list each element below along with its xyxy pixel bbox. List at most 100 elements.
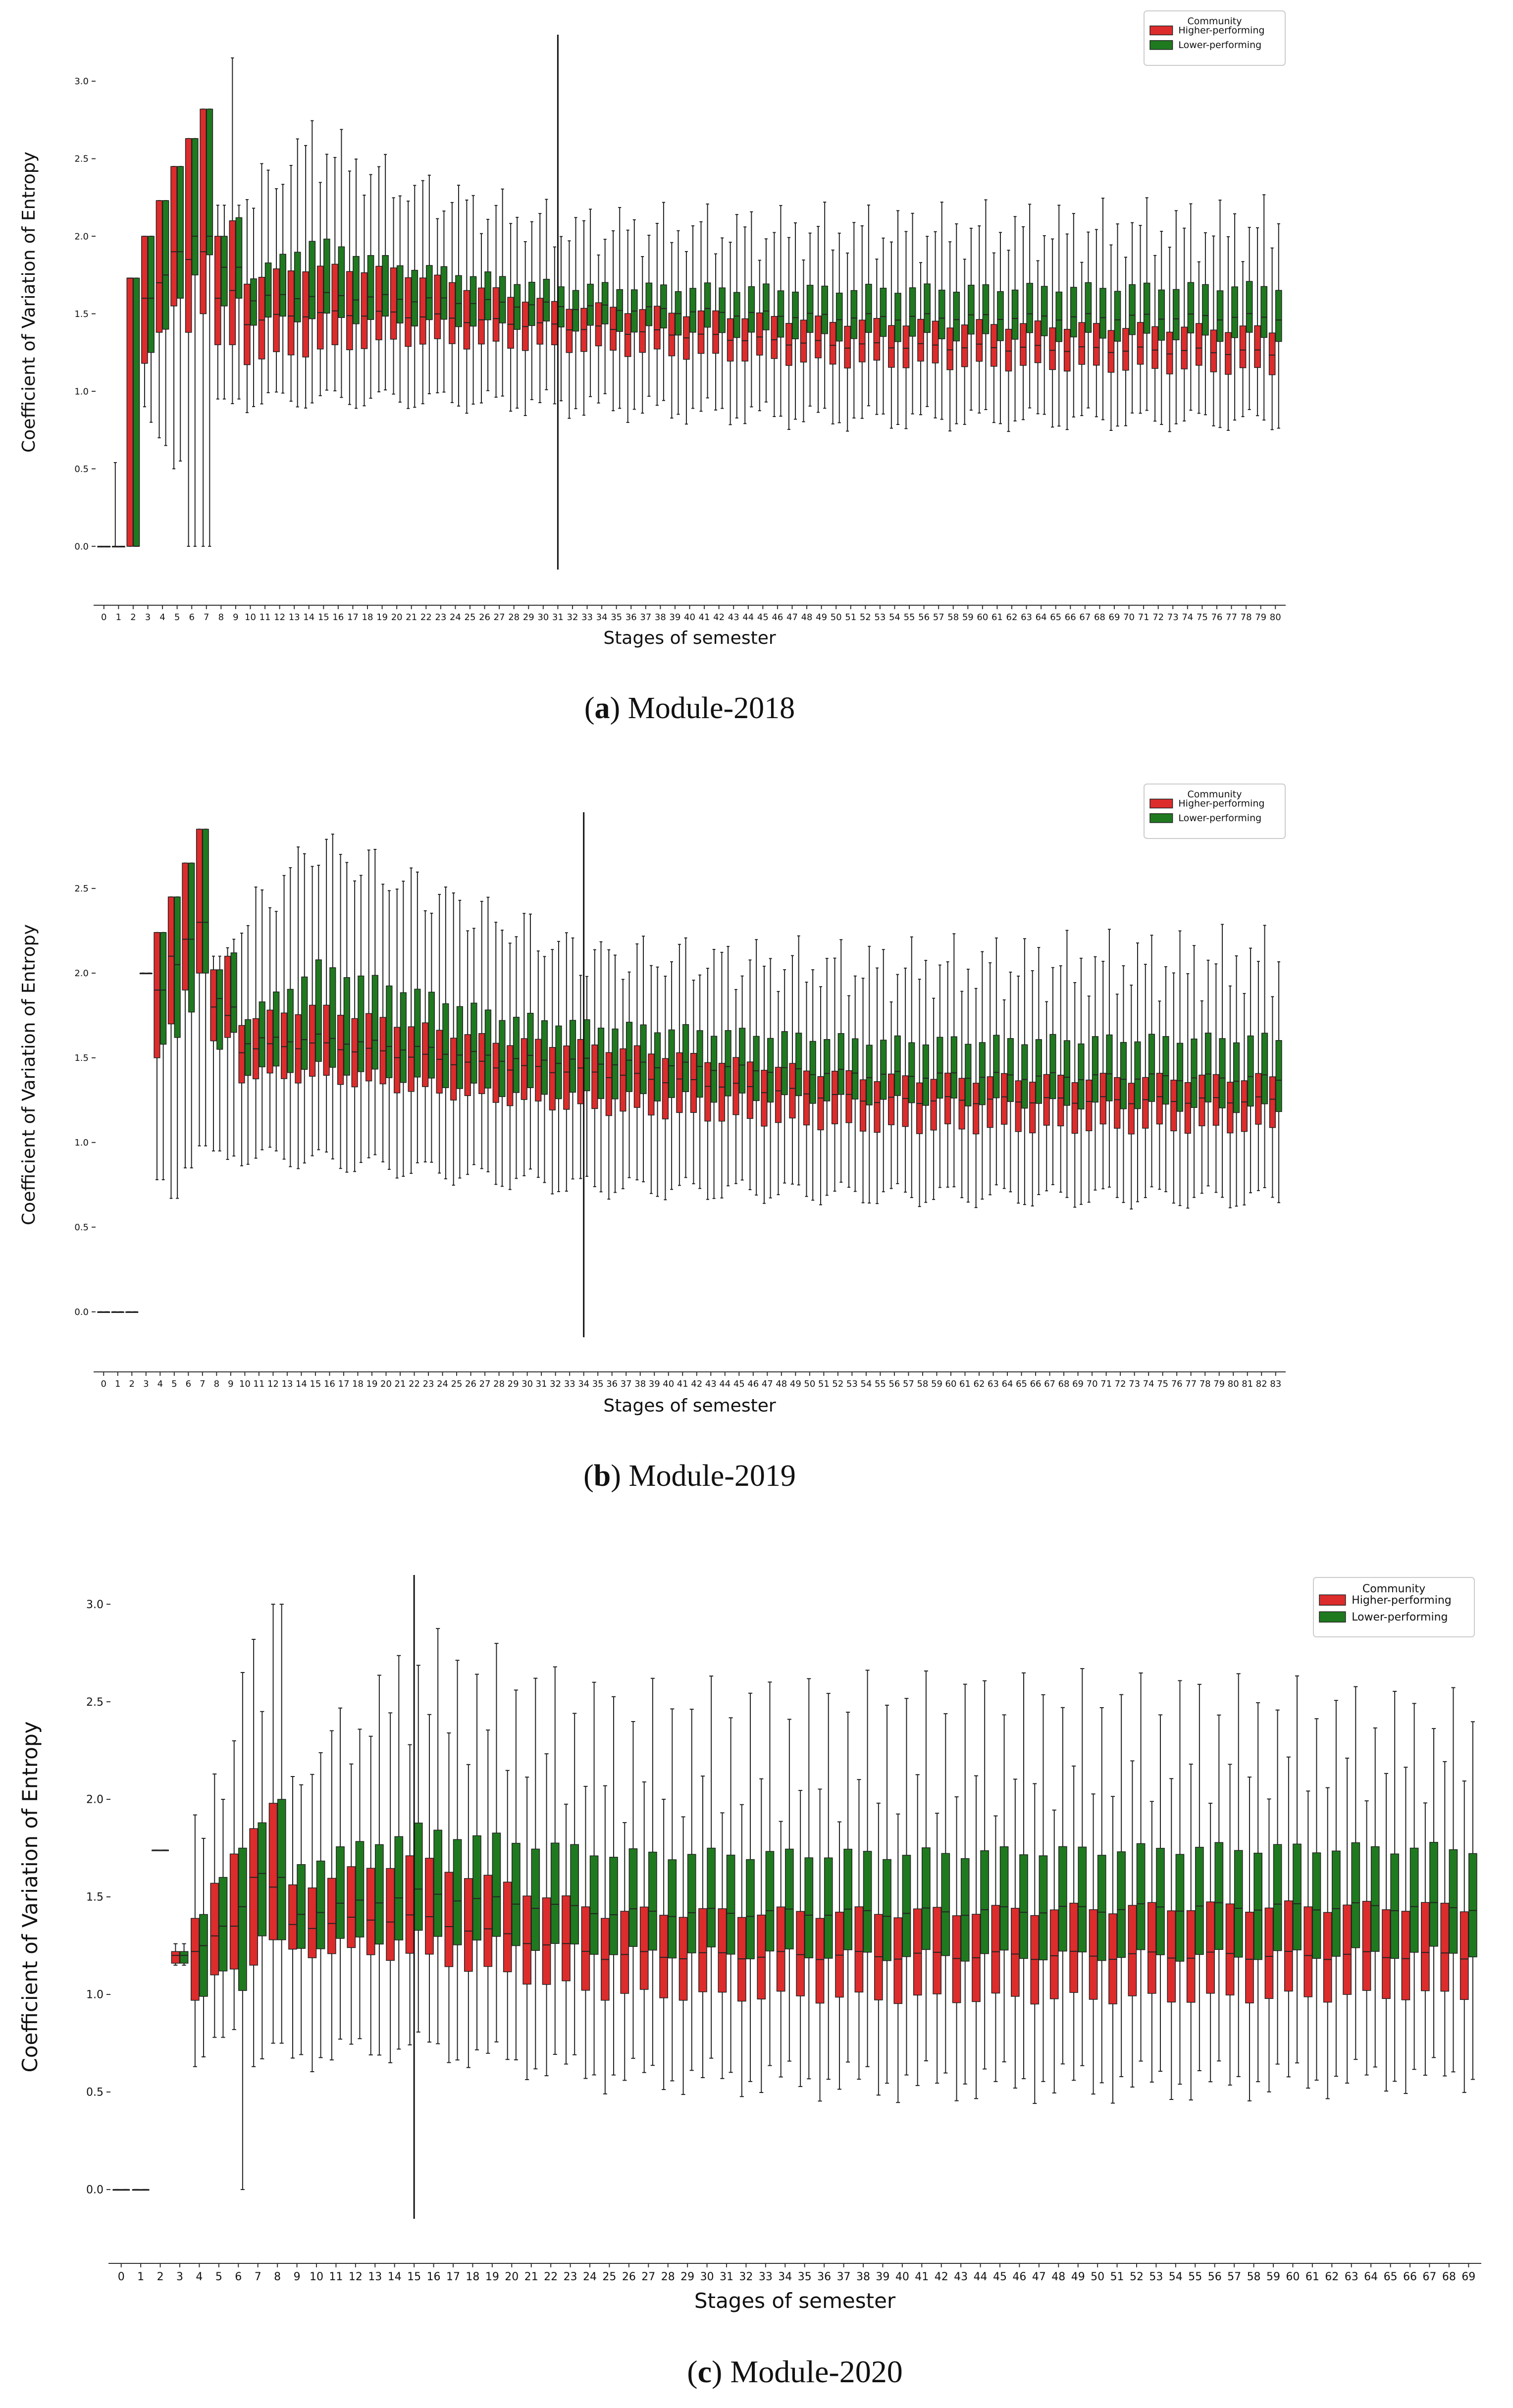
box-higher-stage-56: [1206, 1802, 1215, 2083]
box-body: [449, 282, 456, 344]
box-body: [572, 290, 579, 332]
box-higher-stage-78: [1239, 261, 1247, 418]
box-body: [785, 1848, 794, 1949]
x-tick-label: 73: [1129, 1379, 1140, 1389]
box-lower-stage-69: [1114, 223, 1121, 427]
box-lower-stage-35: [804, 1678, 814, 2080]
box-body: [329, 967, 336, 1068]
caption-panel-letter: a: [594, 691, 610, 725]
x-tick-label: 23: [435, 612, 446, 623]
box-higher-stage-69: [1107, 244, 1115, 431]
box-higher-stage-6: [229, 1740, 239, 2030]
legend-swatch-higher: [1149, 798, 1173, 809]
box-lower-stage-60: [950, 933, 957, 1188]
box-body: [844, 325, 851, 368]
box-lower-stage-12: [279, 184, 286, 394]
box-lower-stage-7: [206, 108, 213, 547]
x-tick-label: 13: [368, 2271, 382, 2283]
box-lower-stage-63: [1026, 204, 1033, 409]
y-tick-label: 0.5: [74, 464, 89, 474]
box-body: [777, 290, 784, 338]
box-body: [478, 1033, 485, 1094]
box-lower-stage-67: [1085, 231, 1092, 409]
x-axis: 0 1 2 3 4 5 6 7 8 9 10 11 12 13 14 15 16 17 18 19 20 21 22 23 24…: [94, 605, 1286, 623]
caption-open: (: [583, 1459, 594, 1493]
box-body: [1114, 291, 1121, 342]
box-higher-stage-32: [566, 240, 573, 419]
x-tick-label: 9: [294, 2271, 301, 2283]
box-body: [351, 1018, 358, 1088]
box-lower-stage-47: [792, 222, 799, 420]
box-higher-stage-67: [1078, 262, 1086, 417]
box-body: [763, 283, 770, 330]
x-tick-label: 27: [479, 1379, 491, 1389]
x-tick-label: 68: [1442, 2271, 1456, 2283]
box-higher-stage-31: [551, 246, 558, 405]
x-tick-label: 6: [186, 1379, 191, 1389]
box-higher-stage-54: [1167, 1778, 1176, 2100]
box-higher-stage-16: [331, 157, 339, 392]
x-tick-label: 72: [1115, 1379, 1126, 1389]
box-body: [258, 276, 265, 360]
box-lower-stage-26: [628, 1721, 638, 2059]
box-lower-stage-75: [1202, 232, 1209, 416]
x-axis: 0 1 2 3 4 5 6 7 8 9 10 11 12 13 14 15 16 17 18 19 20 21 22 23 24…: [94, 1371, 1286, 1389]
box-higher-stage-32: [737, 1804, 746, 2097]
legend-title: Community: [1188, 16, 1242, 27]
box-lower-stage-22: [550, 1666, 560, 2055]
box-body: [583, 1019, 590, 1092]
box-body: [323, 1004, 330, 1076]
x-tick-label: 8: [274, 2271, 281, 2283]
box-higher-stage-45: [991, 1815, 1000, 2082]
legend-entry-lower: Lower-performing: [1352, 1611, 1448, 1623]
y-tick-label: 2.0: [86, 1794, 104, 1806]
box-higher-stage-62: [973, 988, 980, 1208]
x-tick-label: 48: [776, 1379, 787, 1389]
box-lower-stage-78: [1246, 227, 1253, 410]
box-body: [336, 1846, 345, 1939]
box-body: [188, 862, 195, 1013]
box-body: [1117, 1851, 1126, 1958]
box-body: [405, 1855, 415, 1954]
box-body: [1078, 322, 1086, 365]
box-higher-stage-27: [492, 205, 500, 398]
box-body: [425, 1858, 434, 1955]
box-body: [1293, 1843, 1302, 1950]
box-body: [775, 1067, 782, 1123]
box-higher-stage-73: [1166, 247, 1173, 432]
box-body: [946, 327, 953, 370]
box-lower-stage-39: [654, 966, 661, 1197]
box-lower-stage-27: [484, 896, 492, 1173]
box-lower-stage-5: [218, 1799, 228, 2038]
box-body: [1078, 1846, 1087, 1953]
box-body: [1026, 283, 1033, 333]
box-body: [831, 1070, 838, 1124]
box-body: [1382, 1909, 1391, 1999]
box-higher-stage-37: [835, 1821, 844, 2090]
box-higher-stage-58: [1245, 1777, 1254, 2101]
box-body: [1275, 1040, 1282, 1112]
box-body: [327, 1878, 336, 1954]
x-tick-label: 22: [420, 612, 432, 623]
box-lower-stage-8: [221, 205, 228, 400]
box-higher-stage-66: [1401, 1767, 1410, 2094]
box-body: [470, 1002, 477, 1084]
x-tick-label: 4: [159, 612, 165, 623]
box-lower-stage-67: [1049, 967, 1056, 1185]
box-body: [917, 318, 924, 362]
x-tick-label: 40: [895, 2271, 909, 2283]
box-lower-stage-80: [1275, 223, 1282, 429]
box-higher-stage-34: [595, 254, 602, 404]
box-body: [1029, 1082, 1036, 1134]
box-body: [323, 238, 330, 314]
box-higher-stage-25: [450, 892, 457, 1186]
x-tick-label: 50: [1091, 2271, 1104, 2283]
box-body: [1063, 329, 1071, 372]
box-body: [1097, 1855, 1106, 1961]
box-body: [633, 1045, 640, 1108]
box-body: [301, 976, 308, 1070]
box-higher-stage-5: [210, 1773, 219, 2038]
box-body: [690, 1053, 697, 1113]
box-higher-stage-55: [902, 231, 910, 429]
